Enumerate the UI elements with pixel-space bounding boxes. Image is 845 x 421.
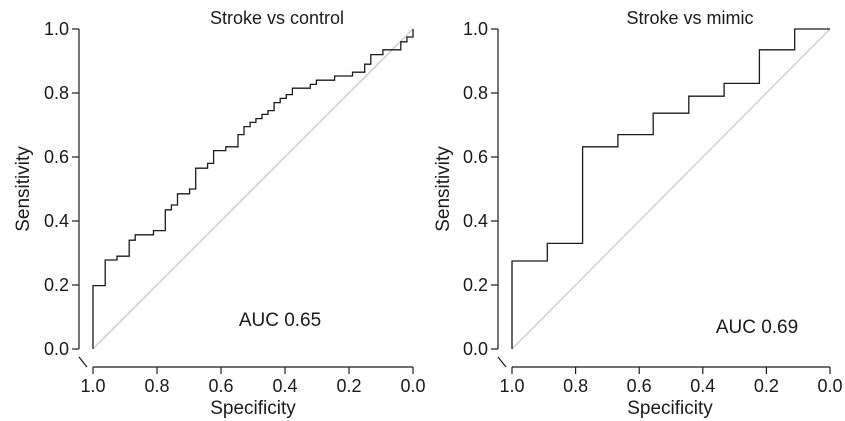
reference-diagonal	[92, 28, 414, 350]
x-tick-label: 0.2	[754, 376, 779, 396]
auc-annotation: AUC 0.69	[716, 317, 798, 338]
chart-title: Stroke vs mimic	[626, 8, 753, 28]
y-axis-label: Sensitivity	[13, 146, 34, 232]
x-tick-label: 0.6	[208, 376, 233, 396]
y-tick-label: 0.6	[44, 147, 69, 167]
x-tick-label: 1.0	[80, 376, 105, 396]
chart-title: Stroke vs control	[210, 8, 344, 28]
y-axis-label: Sensitivity	[433, 146, 454, 232]
axis-corner-tick	[78, 356, 88, 368]
x-tick-label: 0.0	[817, 376, 842, 396]
chart-panel-stroke-vs-mimic: Stroke vs mimic AUC 0.69 Specificity Sen…	[433, 8, 843, 419]
x-tick-label: 0.8	[563, 376, 588, 396]
roc-curve-series	[92, 29, 414, 349]
y-tick-label: 0.8	[463, 83, 488, 103]
x-tick-label: 1.0	[499, 376, 524, 396]
axis-corner-tick	[497, 356, 507, 368]
x-tick-label: 0.2	[336, 376, 361, 396]
y-tick-label: 1.0	[463, 19, 488, 39]
y-tick-label: 0.6	[463, 147, 488, 167]
y-tick-label: 0.4	[463, 211, 488, 231]
x-tick-label: 0.0	[400, 376, 425, 396]
chart-panel-stroke-vs-control: Stroke vs control AUC 0.65 Specificity S…	[13, 8, 426, 419]
roc-curve-series	[511, 28, 830, 349]
x-tick-label: 0.4	[690, 376, 715, 396]
y-tick-label: 0.0	[44, 339, 69, 359]
x-axis-label: Specificity	[210, 398, 296, 419]
x-tick-label: 0.6	[627, 376, 652, 396]
y-tick-label: 1.0	[44, 19, 69, 39]
auc-annotation: AUC 0.65	[239, 310, 321, 331]
y-tick-label: 0.8	[44, 83, 69, 103]
x-tick-label: 0.4	[272, 376, 297, 396]
y-tick-label: 0.2	[44, 275, 69, 295]
y-tick-label: 0.4	[44, 211, 69, 231]
y-tick-label: 0.0	[463, 339, 488, 359]
reference-diagonal	[511, 28, 831, 350]
y-tick-label: 0.2	[463, 275, 488, 295]
x-axis-label: Specificity	[627, 398, 713, 419]
x-tick-label: 0.8	[144, 376, 169, 396]
